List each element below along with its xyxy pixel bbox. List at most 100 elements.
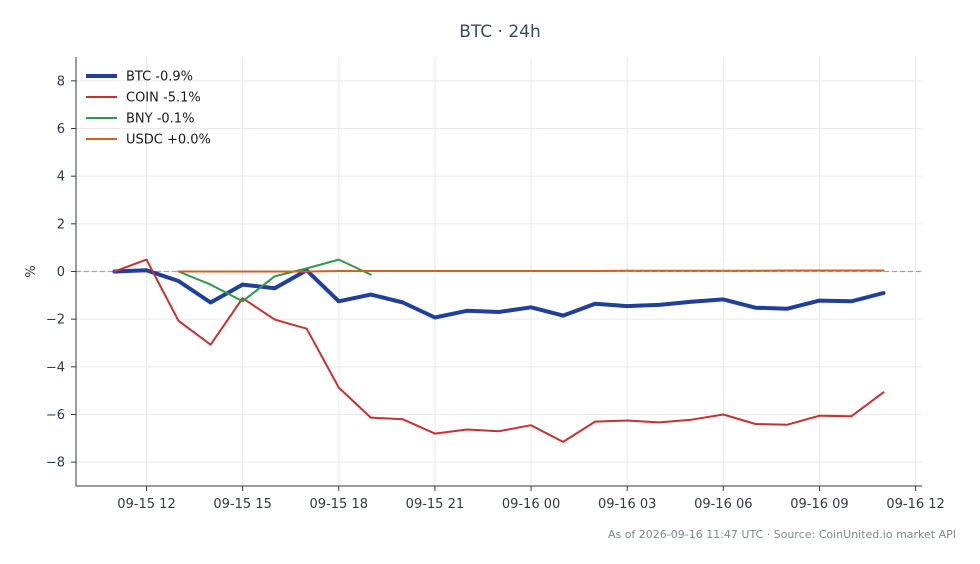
data-point-usdc xyxy=(177,270,179,272)
data-point-btc xyxy=(466,310,468,312)
data-point-usdc xyxy=(626,270,628,272)
data-point-btc xyxy=(530,306,532,308)
data-point-usdc xyxy=(882,269,884,271)
legend: BTC -0.9% COIN -5.1% BNY -0.1% USDC +0.0% xyxy=(86,70,211,148)
data-point-btc xyxy=(690,301,692,303)
data-point-btc xyxy=(209,301,211,303)
data-point-coin xyxy=(658,421,660,423)
data-point-usdc xyxy=(306,270,308,272)
data-point-btc xyxy=(370,293,372,295)
data-point-coin xyxy=(177,320,179,322)
chart-title: BTC · 24h xyxy=(459,22,541,42)
data-point-coin xyxy=(722,413,724,415)
data-point-usdc xyxy=(338,270,340,272)
data-point-usdc xyxy=(402,270,404,272)
data-point-usdc xyxy=(658,270,660,272)
data-point-coin xyxy=(850,415,852,417)
x-tick-label: 09-16 12 xyxy=(886,497,944,512)
data-point-coin xyxy=(562,441,564,443)
legend-label-btc: BTC -0.9% xyxy=(126,70,193,85)
data-point-coin xyxy=(594,420,596,422)
x-tick-label: 09-15 15 xyxy=(213,497,271,512)
data-point-btc xyxy=(498,311,500,313)
data-point-coin xyxy=(434,432,436,434)
data-point-usdc xyxy=(850,269,852,271)
data-point-btc xyxy=(177,280,179,282)
data-point-usdc xyxy=(530,270,532,272)
data-point-usdc xyxy=(273,270,275,272)
y-tick-label: −4 xyxy=(46,360,65,375)
data-point-usdc xyxy=(466,270,468,272)
data-point-btc xyxy=(850,300,852,302)
data-point-btc xyxy=(722,298,724,300)
data-point-btc xyxy=(626,305,628,307)
data-point-coin xyxy=(209,343,211,345)
data-point-coin xyxy=(626,419,628,421)
data-point-coin xyxy=(818,414,820,416)
data-point-usdc xyxy=(562,270,564,272)
data-point-coin xyxy=(786,424,788,426)
data-point-btc xyxy=(754,307,756,309)
data-point-btc xyxy=(241,283,243,285)
axes: 09-15 12 09-15 15 09-15 18 09-15 21 09-16 00… xyxy=(24,57,945,512)
data-point-usdc xyxy=(241,270,243,272)
data-point-usdc xyxy=(754,270,756,272)
series-line-btc xyxy=(112,268,886,320)
x-tick-label: 09-16 00 xyxy=(502,497,560,512)
x-tick-label: 09-16 06 xyxy=(694,497,752,512)
y-tick-label: 6 xyxy=(57,122,65,137)
data-point-coin xyxy=(466,428,468,430)
data-point-coin xyxy=(754,423,756,425)
data-point-usdc xyxy=(434,270,436,272)
y-tick-label: −2 xyxy=(46,313,65,328)
y-tick-label: 4 xyxy=(57,170,65,185)
data-point-coin xyxy=(145,258,147,260)
data-point-btc xyxy=(882,292,884,294)
data-point-coin xyxy=(306,328,308,330)
data-point-btc xyxy=(145,269,147,271)
y-tick-label: 2 xyxy=(57,217,65,232)
data-point-btc xyxy=(402,301,404,303)
y-tick-label: 0 xyxy=(57,265,65,280)
data-point-btc xyxy=(562,314,564,316)
x-tick-label: 09-16 09 xyxy=(790,497,848,512)
data-point-usdc xyxy=(722,270,724,272)
y-tick-label: 8 xyxy=(57,74,65,89)
data-point-coin xyxy=(530,424,532,426)
data-point-coin xyxy=(338,386,340,388)
data-point-coin xyxy=(882,391,884,393)
data-point-usdc xyxy=(786,269,788,271)
legend-label-usdc: USDC +0.0% xyxy=(126,133,211,148)
data-point-usdc xyxy=(818,269,820,271)
data-point-bny xyxy=(306,267,308,269)
data-point-btc xyxy=(434,316,436,318)
data-point-btc xyxy=(818,299,820,301)
data-point-coin xyxy=(113,270,115,272)
x-tick-label: 09-16 03 xyxy=(598,497,656,512)
x-tick-label: 09-15 12 xyxy=(117,497,175,512)
data-point-btc xyxy=(786,307,788,309)
legend-label-bny: BNY -0.1% xyxy=(126,112,194,127)
y-tick-label: −8 xyxy=(46,456,65,471)
series-line-usdc xyxy=(177,269,885,273)
data-point-coin xyxy=(690,419,692,421)
data-point-usdc xyxy=(594,270,596,272)
y-axis-label: % xyxy=(24,265,39,277)
series-line-bny xyxy=(177,258,372,303)
data-point-coin xyxy=(241,297,243,299)
data-point-coin xyxy=(498,430,500,432)
data-point-usdc xyxy=(209,270,211,272)
data-point-coin xyxy=(402,418,404,420)
data-point-bny xyxy=(370,273,372,275)
series-line-coin xyxy=(113,258,885,443)
x-tick-label: 09-15 18 xyxy=(310,497,368,512)
data-point-btc xyxy=(273,287,275,289)
data-point-bny xyxy=(338,258,340,260)
x-tick-label: 09-15 21 xyxy=(406,497,464,512)
data-point-btc xyxy=(658,304,660,306)
data-point-usdc xyxy=(690,270,692,272)
data-point-bny xyxy=(273,275,275,277)
data-point-btc xyxy=(594,302,596,304)
